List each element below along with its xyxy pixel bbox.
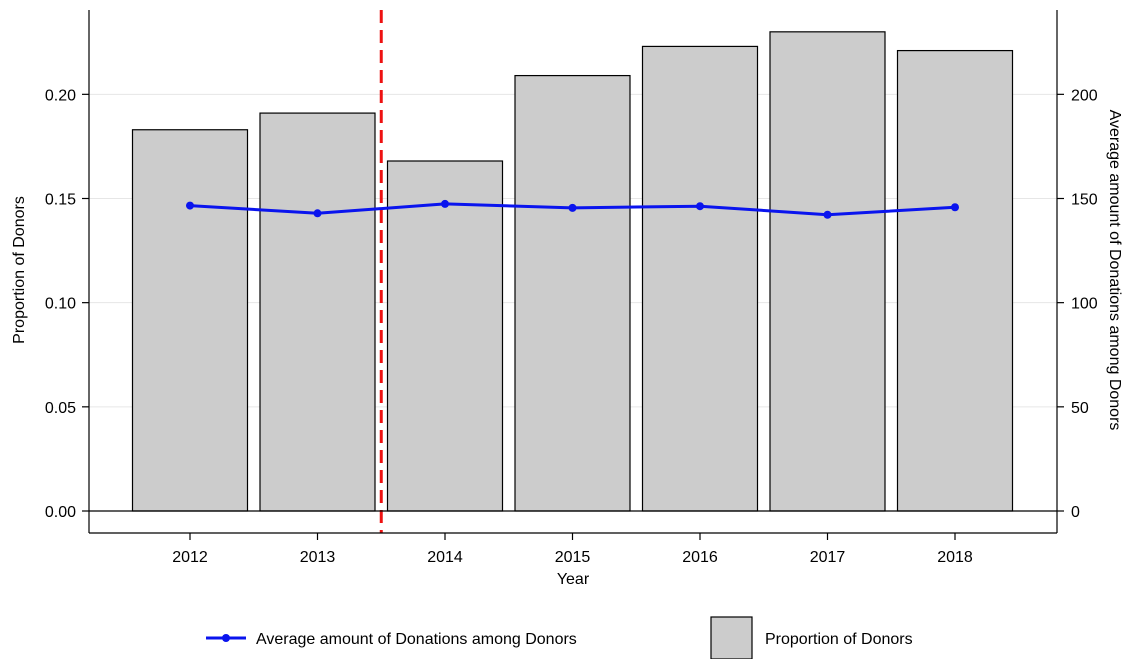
y2-tick-label: 200 bbox=[1071, 87, 1098, 104]
legend-item-bar: Proportion of Donors bbox=[710, 616, 913, 659]
legend-label-bar: Proportion of Donors bbox=[765, 631, 913, 648]
line-point-2014 bbox=[441, 199, 449, 208]
y-tick-label: 0.00 bbox=[45, 504, 76, 521]
bar-2014 bbox=[386, 160, 504, 512]
line-point-2015 bbox=[568, 203, 577, 212]
x-tick-label: 2012 bbox=[172, 549, 208, 566]
y-axis-title: Proportion of Donors bbox=[11, 196, 28, 344]
y2-tick-label: 150 bbox=[1071, 192, 1098, 209]
x-tick-label: 2013 bbox=[300, 549, 336, 566]
x-tick-label: 2015 bbox=[555, 549, 591, 566]
line-series bbox=[186, 199, 959, 219]
bar-2018 bbox=[896, 49, 1014, 512]
x-axis-title: Year bbox=[557, 571, 590, 588]
y-tick-label: 0.10 bbox=[45, 296, 76, 313]
x-tick-label: 2018 bbox=[937, 549, 973, 566]
bar-2016 bbox=[641, 45, 759, 512]
bar-2017 bbox=[769, 31, 886, 512]
legend-item-line: Average amount of Donations among Donors bbox=[206, 631, 577, 648]
y2-tick-label: 100 bbox=[1071, 296, 1098, 313]
y2-tick-label: 50 bbox=[1071, 400, 1089, 417]
bar-2015 bbox=[514, 74, 631, 512]
bar-series bbox=[131, 31, 1014, 512]
line-point-2013 bbox=[313, 209, 322, 218]
y-tick-label: 0.15 bbox=[45, 192, 76, 209]
line-point-2016 bbox=[696, 202, 704, 211]
y-tick-label: 0.20 bbox=[45, 87, 76, 104]
legend-bar-swatch bbox=[710, 616, 753, 659]
y-tick-label: 0.05 bbox=[45, 400, 76, 417]
x-tick-label: 2017 bbox=[810, 549, 846, 566]
x-tick-label: 2014 bbox=[427, 549, 463, 566]
legend-line-marker bbox=[222, 634, 230, 642]
y2-axis-title: Average amount of Donations among Donors bbox=[1106, 110, 1123, 431]
axes bbox=[82, 10, 1064, 540]
bar-2013 bbox=[259, 112, 376, 512]
legend-label-line: Average amount of Donations among Donors bbox=[256, 631, 577, 648]
line-point-2018 bbox=[951, 203, 959, 212]
bar-2012 bbox=[131, 129, 249, 512]
legend: Average amount of Donations among Donors… bbox=[206, 616, 913, 659]
tick-labels: 0.00 0.05 0.10 0.15 0.20 0 50 100 150 200 2012 2013… bbox=[45, 87, 1098, 566]
y2-tick-label: 0 bbox=[1071, 504, 1080, 521]
line-point-2017 bbox=[823, 210, 832, 219]
line-point-2012 bbox=[186, 201, 194, 210]
x-tick-label: 2016 bbox=[682, 549, 718, 566]
